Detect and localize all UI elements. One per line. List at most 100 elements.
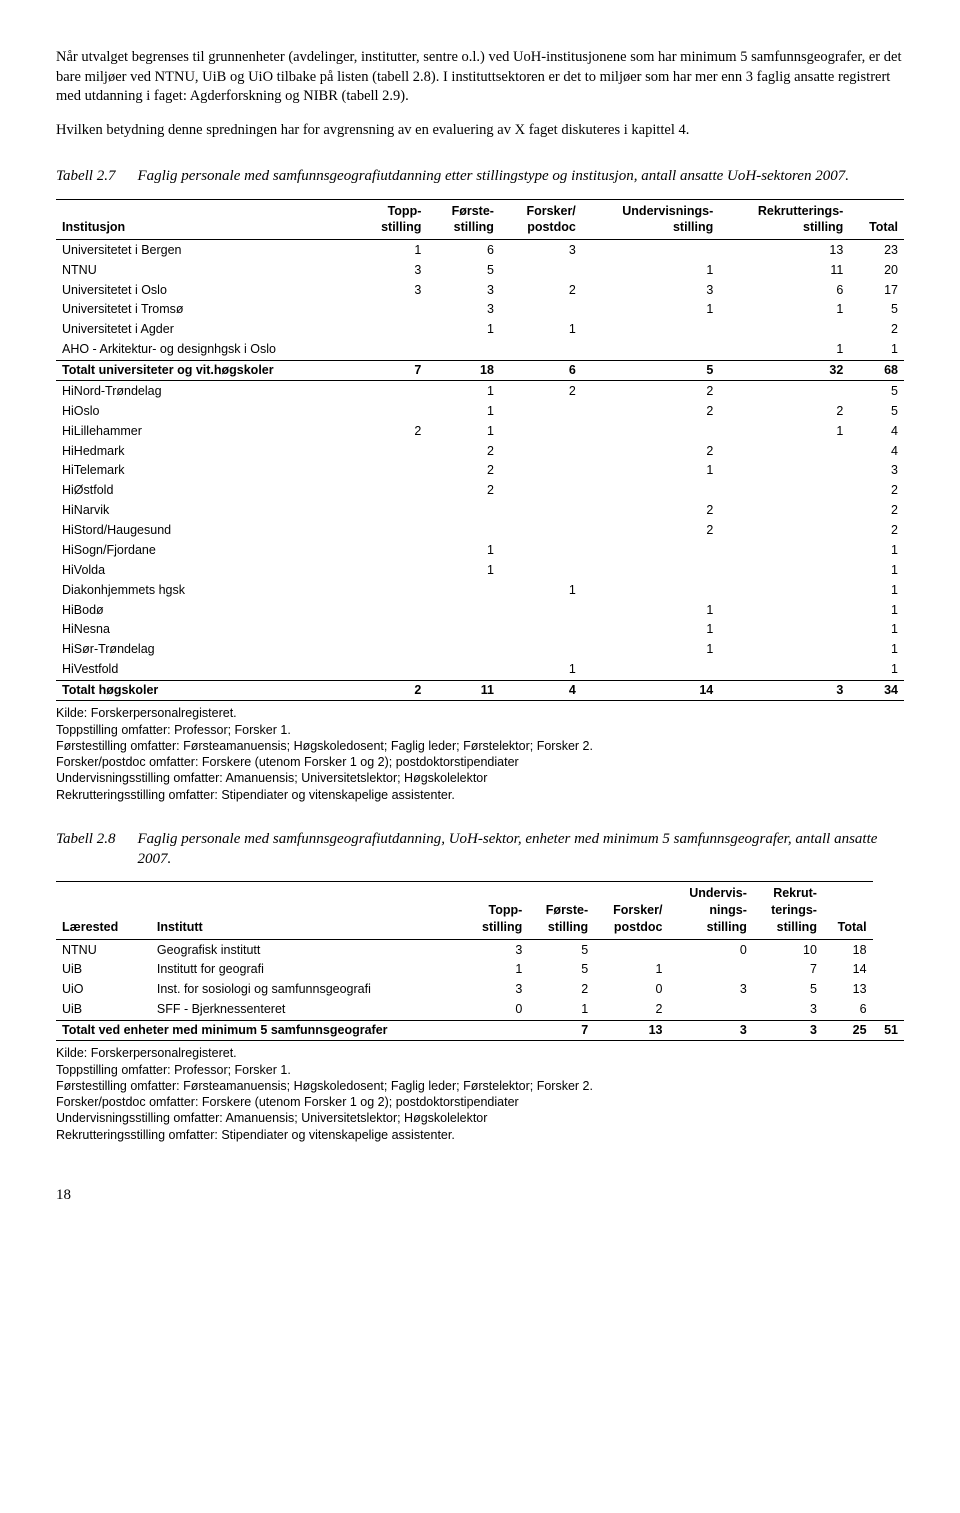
table-cell: HiStord/Haugesund [56, 521, 358, 541]
table-cell [500, 501, 582, 521]
table-row: Universitetet i Tromsø3115 [56, 300, 904, 320]
table-row: HiLillehammer2114 [56, 421, 904, 441]
table-cell: 1 [582, 640, 719, 660]
table-row: Totalt høgskoler211414334 [56, 680, 904, 701]
table-cell [719, 640, 849, 660]
table-cell: 51 [873, 1020, 904, 1041]
table-cell: 1 [427, 421, 500, 441]
table-cell: 32 [719, 360, 849, 381]
table-cell [427, 640, 500, 660]
table-cell: 1 [500, 660, 582, 680]
table-cell [358, 660, 428, 680]
table-cell: 11 [719, 260, 849, 280]
table-row: HiStord/Haugesund22 [56, 521, 904, 541]
table-cell: 6 [500, 360, 582, 381]
table-cell: HiNarvik [56, 501, 358, 521]
table-cell: 2 [849, 320, 904, 340]
table-cell: Totalt universiteter og vit.høgskoler [56, 360, 358, 381]
table-cell: 17 [849, 280, 904, 300]
table-cell [358, 340, 428, 360]
table-row: UiOInst. for sosiologi og samfunnsgeogra… [56, 980, 904, 1000]
table-cell: Diakonhjemmets hgsk [56, 580, 358, 600]
table-cell: 14 [823, 960, 873, 980]
table-cell [427, 600, 500, 620]
table-cell [719, 560, 849, 580]
table-cell [719, 381, 849, 401]
column-header: Topp-stilling [358, 199, 428, 240]
table-cell: 3 [465, 980, 528, 1000]
table-cell: HiNord-Trøndelag [56, 381, 358, 401]
table-cell: 5 [849, 401, 904, 421]
table-cell: Inst. for sosiologi og samfunnsgeografi [151, 980, 465, 1000]
table-cell: 1 [849, 580, 904, 600]
tabell-2-7-heading: Tabell 2.7 Faglig personale med samfunns… [56, 166, 904, 186]
table-cell [427, 501, 500, 521]
table-cell: HiBodø [56, 600, 358, 620]
table-cell: 3 [849, 461, 904, 481]
table-cell [358, 381, 428, 401]
table-cell: 3 [465, 940, 528, 960]
column-header: Total [849, 199, 904, 240]
table-cell: 1 [500, 320, 582, 340]
table-cell [594, 940, 668, 960]
table-row: HiNesna11 [56, 620, 904, 640]
page-number: 18 [56, 1185, 904, 1205]
table-cell: 3 [358, 260, 428, 280]
column-header: Første-stilling [427, 199, 500, 240]
table-cell [582, 560, 719, 580]
note-line: Toppstilling omfatter: Professor; Forske… [56, 722, 904, 738]
table-row: HiVestfold11 [56, 660, 904, 680]
table-cell: 2 [719, 401, 849, 421]
table-cell [719, 441, 849, 461]
table-cell: 1 [427, 381, 500, 401]
table-cell: 3 [500, 240, 582, 260]
table-cell: NTNU [56, 260, 358, 280]
table-cell [358, 300, 428, 320]
table-cell: 2 [427, 461, 500, 481]
table-cell: 13 [719, 240, 849, 260]
column-header: Lærested [56, 882, 151, 940]
table-cell: HiSør-Trøndelag [56, 640, 358, 660]
column-header: Institutt [151, 882, 465, 940]
table-cell [719, 481, 849, 501]
table-cell [500, 640, 582, 660]
table-cell [358, 481, 428, 501]
table-cell: 2 [358, 421, 428, 441]
table-cell [668, 1000, 752, 1020]
table-row: Diakonhjemmets hgsk11 [56, 580, 904, 600]
table-cell: 1 [849, 620, 904, 640]
table-cell: Universitetet i Bergen [56, 240, 358, 260]
table-row: HiOslo1225 [56, 401, 904, 421]
table-cell: 23 [849, 240, 904, 260]
table-row: Totalt universiteter og vit.høgskoler718… [56, 360, 904, 381]
table-row: HiNarvik22 [56, 501, 904, 521]
table-cell: HiVolda [56, 560, 358, 580]
table-cell: Totalt ved enheter med minimum 5 samfunn… [56, 1020, 465, 1041]
table-cell: 2 [582, 501, 719, 521]
table-cell: 5 [528, 940, 594, 960]
table-cell [719, 660, 849, 680]
table-cell [427, 660, 500, 680]
table-cell: 6 [823, 1000, 873, 1020]
table-cell: 5 [528, 960, 594, 980]
table-cell: 7 [528, 1020, 594, 1041]
table-cell [358, 640, 428, 660]
table-cell [358, 521, 428, 541]
table-cell: 2 [528, 980, 594, 1000]
tabell-2-8-heading: Tabell 2.8 Faglig personale med samfunns… [56, 829, 904, 870]
table-cell [582, 240, 719, 260]
note-line: Førstestilling omfatter: Førsteamanuensi… [56, 1078, 904, 1094]
table-cell: 2 [582, 401, 719, 421]
table-cell: 5 [582, 360, 719, 381]
table-cell [358, 580, 428, 600]
table-cell: 1 [849, 640, 904, 660]
tabell-2-8-notes: Kilde: Forskerpersonalregisteret.Toppsti… [56, 1045, 904, 1143]
table-cell [427, 521, 500, 541]
table-cell: 3 [358, 280, 428, 300]
table-cell: 0 [594, 980, 668, 1000]
table-cell [500, 401, 582, 421]
table-cell: 1 [719, 421, 849, 441]
table-cell [500, 600, 582, 620]
column-header: Undervis-nings-stilling [668, 882, 752, 940]
table-cell [358, 620, 428, 640]
